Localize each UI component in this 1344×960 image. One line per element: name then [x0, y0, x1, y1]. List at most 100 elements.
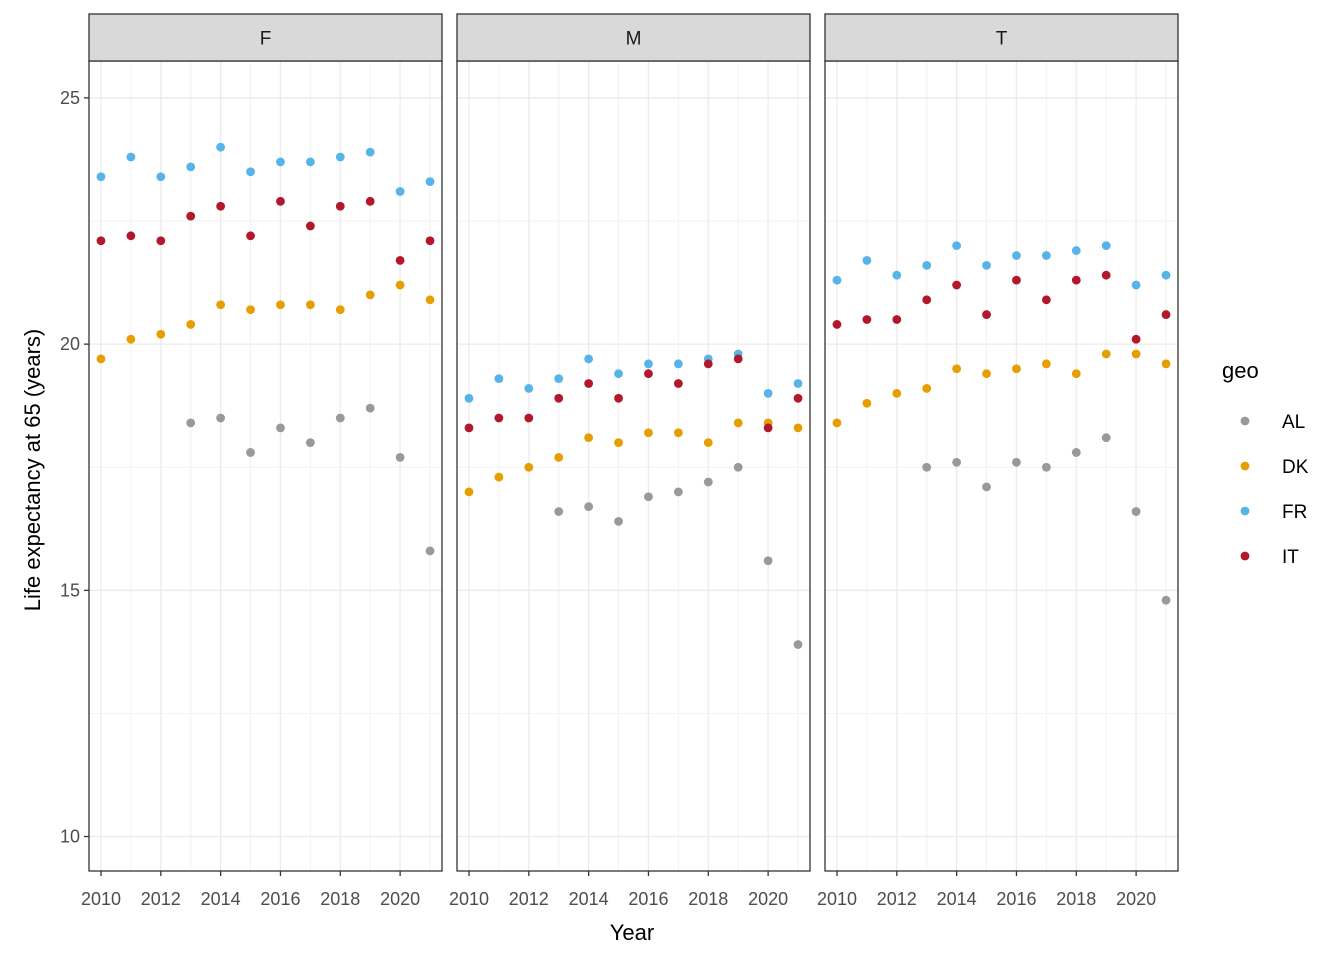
legend-label-dk: DK — [1282, 457, 1309, 478]
data-point-fr — [922, 260, 932, 270]
legend-title: geo — [1222, 358, 1259, 383]
data-point-al — [1131, 507, 1141, 516]
data-point-dk — [892, 388, 902, 398]
data-point-al — [763, 556, 773, 566]
data-point-it — [1041, 295, 1051, 305]
data-point-dk — [126, 334, 136, 344]
legend-key-dk — [1240, 461, 1250, 471]
data-point-dk — [524, 462, 534, 472]
data-point-it — [1071, 275, 1081, 285]
data-point-it — [703, 359, 713, 369]
data-point-al — [1041, 462, 1051, 472]
legend-key-al — [1240, 416, 1250, 426]
x-tick-label: 2012 — [877, 889, 917, 909]
data-point-al — [644, 492, 653, 502]
data-point-it — [763, 423, 773, 433]
data-point-al — [1161, 595, 1171, 605]
facet-panel-F: F 2010 2012 2014 2016 2018 2020 — [81, 13, 443, 909]
data-point-it — [952, 280, 962, 290]
data-point-al — [365, 403, 375, 413]
data-point-fr — [1071, 246, 1081, 255]
x-tick-label: 2010 — [817, 889, 857, 909]
data-point-fr — [892, 270, 902, 280]
data-point-dk — [96, 354, 106, 364]
data-point-fr — [335, 152, 345, 162]
data-point-al — [554, 507, 564, 516]
data-point-dk — [644, 428, 653, 438]
data-point-fr — [246, 167, 255, 177]
data-point-it — [365, 196, 375, 206]
facet-strip-label: M — [626, 29, 642, 50]
data-point-it — [793, 393, 803, 403]
facet-panels: F 2010 2012 2014 2016 2018 2020 M 2010 2012 2014 20… — [81, 13, 1179, 909]
data-point-al — [614, 516, 623, 526]
data-point-al — [335, 413, 345, 423]
panel-background — [457, 61, 810, 871]
data-point-it — [305, 221, 315, 231]
data-point-fr — [862, 256, 872, 265]
data-point-fr — [1161, 270, 1171, 280]
data-point-it — [96, 236, 106, 246]
data-point-it — [1161, 310, 1171, 319]
data-point-al — [1071, 448, 1081, 457]
data-point-it — [554, 393, 564, 403]
data-point-dk — [276, 300, 285, 310]
data-point-it — [614, 393, 623, 403]
legend: geo AL DK FR IT — [1222, 358, 1309, 568]
data-point-it — [584, 379, 594, 388]
data-point-fr — [96, 172, 106, 182]
data-point-fr — [494, 374, 504, 383]
data-point-dk — [793, 423, 803, 433]
data-point-it — [216, 201, 226, 211]
data-point-al — [922, 462, 932, 472]
data-point-it — [494, 413, 504, 423]
data-point-fr — [186, 162, 196, 172]
data-point-it — [276, 196, 285, 206]
data-point-dk — [464, 487, 474, 497]
data-point-it — [126, 231, 136, 241]
panel-background — [89, 61, 442, 871]
data-point-it — [673, 379, 683, 388]
data-point-fr — [1012, 251, 1021, 260]
data-point-al — [952, 457, 962, 467]
x-tick-label: 2020 — [748, 889, 788, 909]
data-point-dk — [952, 364, 962, 374]
x-tick-label: 2016 — [260, 889, 300, 909]
data-point-it — [862, 315, 872, 324]
data-point-al — [733, 462, 743, 472]
data-point-dk — [1012, 364, 1021, 374]
data-point-fr — [982, 260, 991, 270]
data-point-dk — [305, 300, 315, 310]
data-point-it — [425, 236, 435, 246]
data-point-fr — [763, 388, 773, 398]
x-tick-label: 2010 — [449, 889, 489, 909]
data-point-dk — [614, 438, 623, 448]
x-tick-label: 2014 — [201, 889, 241, 909]
data-point-fr — [365, 147, 375, 157]
facet-panel-M: M 2010 2012 2014 2016 2018 2020 — [449, 13, 811, 909]
x-tick-label: 2020 — [1116, 889, 1156, 909]
data-point-it — [464, 423, 474, 433]
data-point-al — [186, 418, 196, 428]
data-point-fr — [793, 379, 803, 388]
data-point-dk — [216, 300, 226, 310]
data-point-al — [584, 502, 594, 512]
data-point-dk — [365, 290, 375, 300]
data-point-it — [246, 231, 255, 241]
facet-strip — [824, 13, 1179, 62]
data-point-it — [156, 236, 166, 246]
data-point-it — [832, 320, 842, 329]
data-point-al — [982, 482, 991, 492]
data-point-fr — [584, 354, 594, 364]
data-point-al — [703, 477, 713, 487]
x-tick-label: 2010 — [81, 889, 121, 909]
data-point-fr — [832, 275, 842, 285]
legend-label-fr: FR — [1282, 502, 1307, 523]
data-point-dk — [862, 398, 872, 408]
data-point-fr — [1131, 280, 1141, 290]
facet-strip — [456, 13, 811, 62]
data-point-al — [793, 640, 803, 649]
data-point-fr — [276, 157, 285, 167]
y-tick-label: 10 — [60, 827, 80, 847]
facet-strip-label: F — [260, 29, 272, 50]
